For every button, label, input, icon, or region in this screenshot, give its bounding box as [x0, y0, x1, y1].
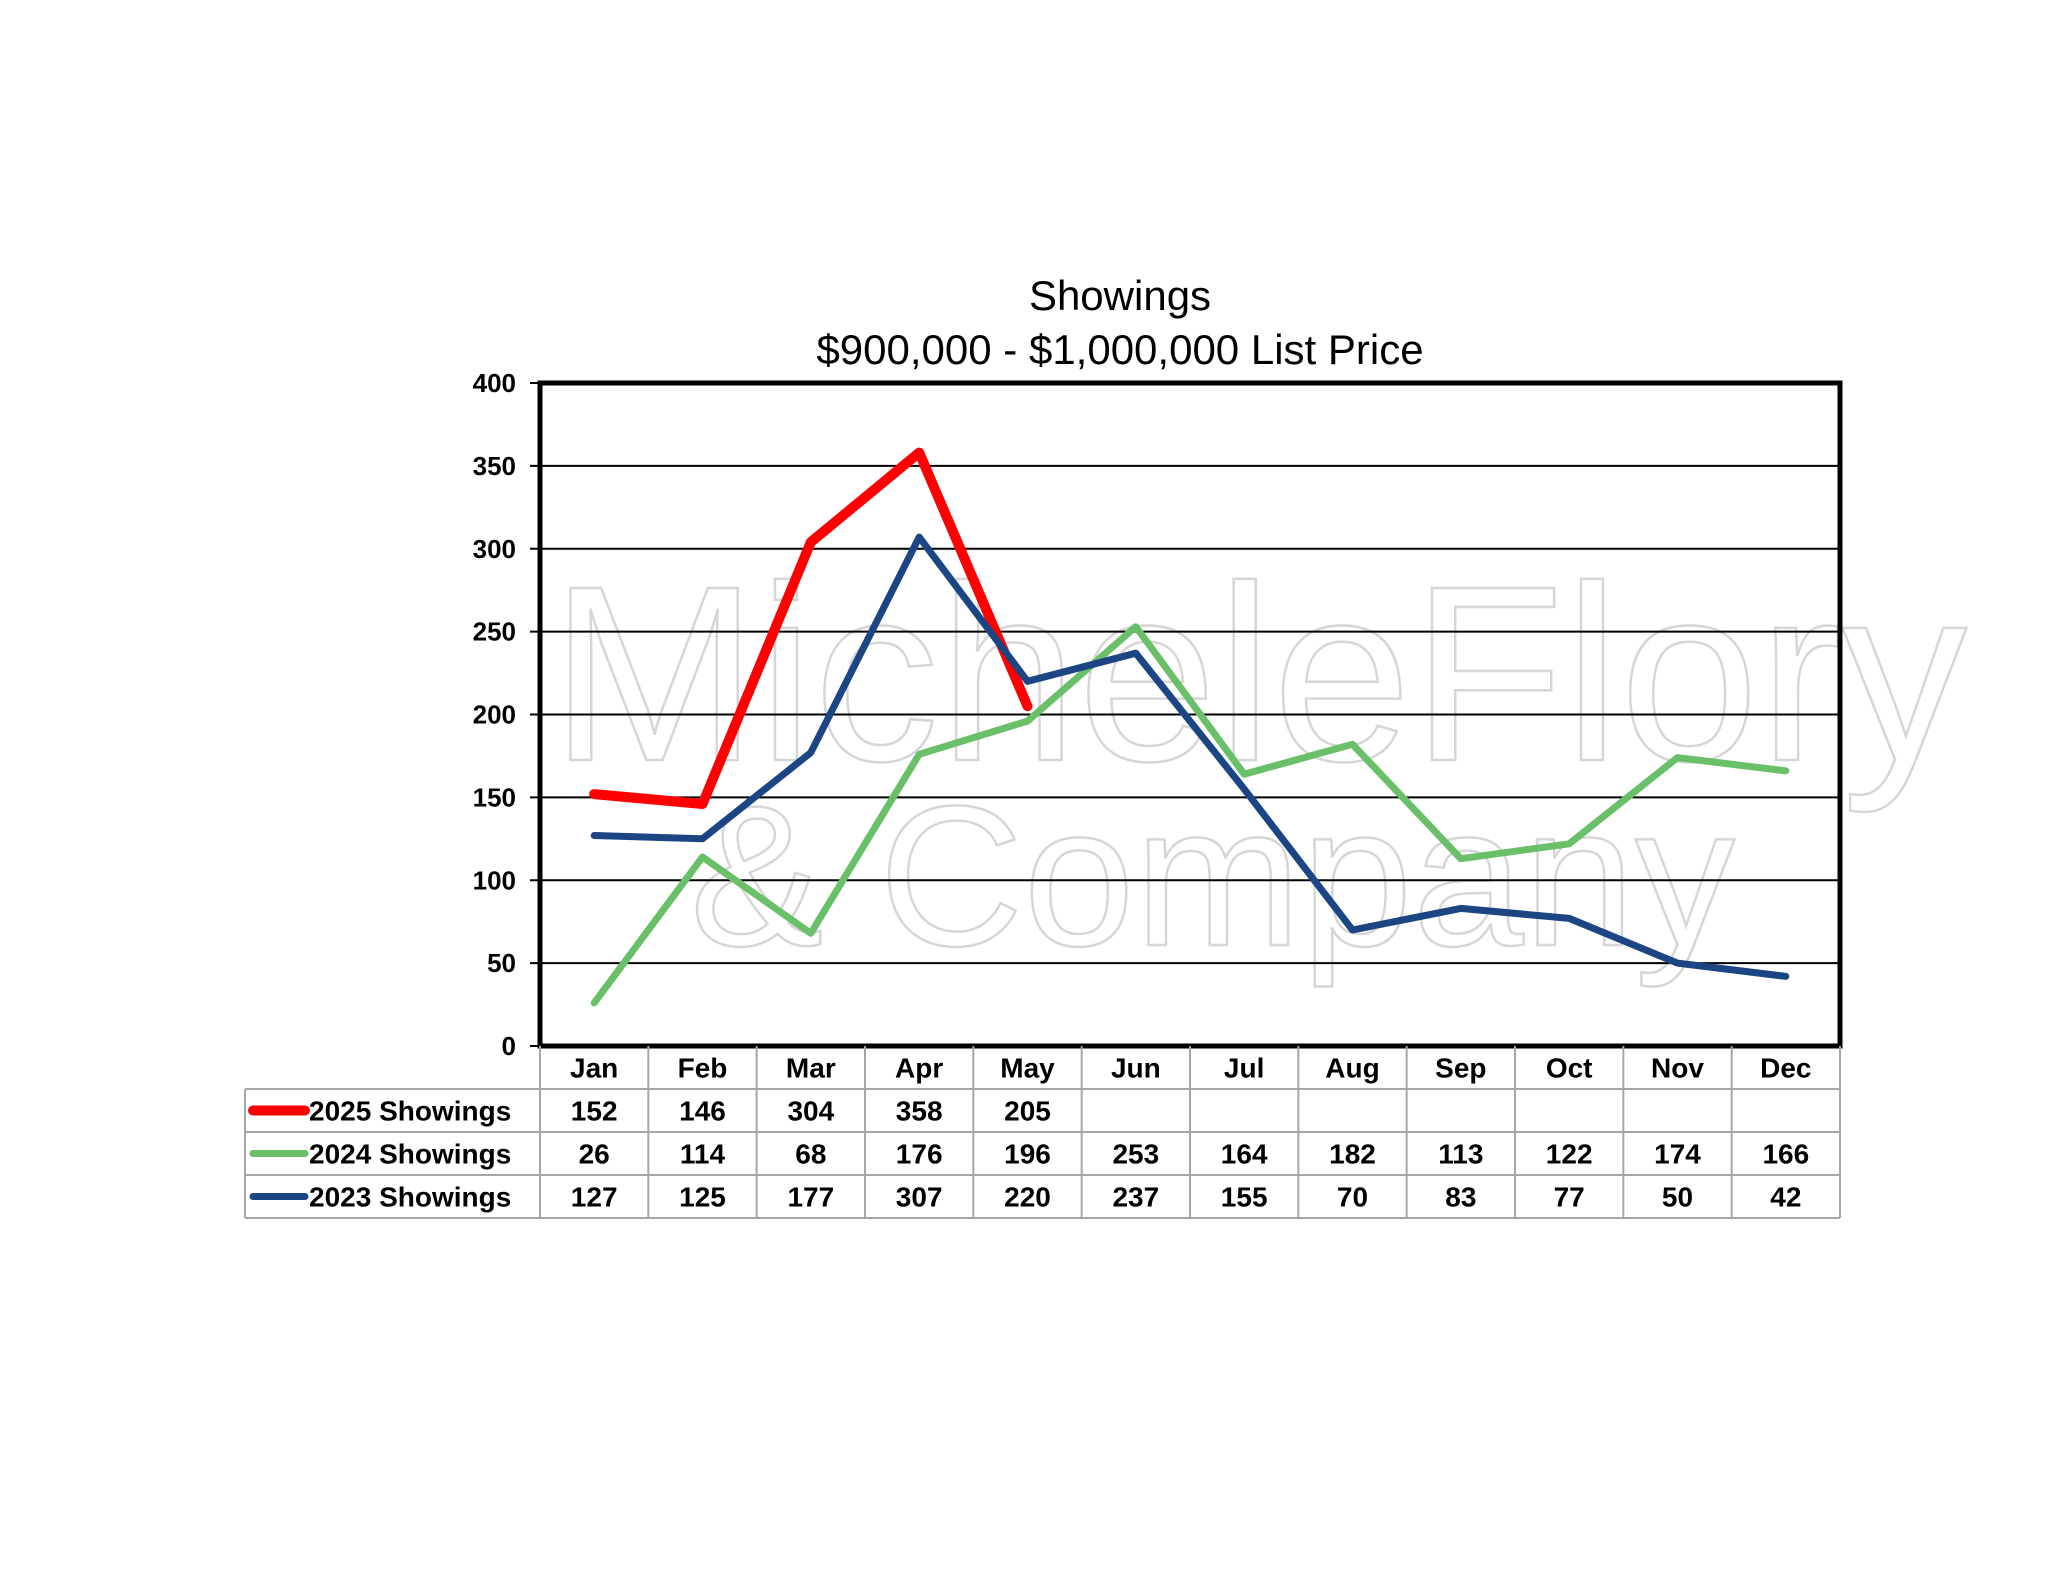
- table-cell-value: 253: [1112, 1139, 1159, 1170]
- x-category-label: Jan: [570, 1053, 618, 1084]
- y-tick-label: 0: [502, 1031, 516, 1061]
- table-cell-value: 176: [896, 1139, 943, 1170]
- y-tick-label: 200: [473, 700, 516, 730]
- x-category-label: Nov: [1651, 1053, 1704, 1084]
- table-cell-value: 237: [1112, 1182, 1159, 1213]
- y-tick-label: 100: [473, 865, 516, 895]
- series-lines: [589, 447, 1790, 1007]
- watermark-line-2: & Company: [690, 765, 1735, 988]
- table-cell-value: 146: [679, 1096, 726, 1127]
- table-cell-value: 50: [1662, 1182, 1693, 1213]
- y-tick-label: 50: [487, 948, 516, 978]
- chart-title: Showings: [1029, 272, 1211, 319]
- chart-subtitle: $900,000 - $1,000,000 List Price: [816, 326, 1423, 373]
- x-category-label: Mar: [786, 1053, 836, 1084]
- x-category-label: Jul: [1224, 1053, 1264, 1084]
- x-category-label: Dec: [1760, 1053, 1811, 1084]
- table-cell-value: 114: [680, 1139, 726, 1170]
- table-cell-value: 42: [1770, 1182, 1801, 1213]
- table-cell-value: 152: [571, 1096, 618, 1127]
- watermark: MicheleFlory & Company: [549, 533, 1969, 990]
- table-cell-value: 26: [579, 1139, 610, 1170]
- x-category-label: Sep: [1435, 1053, 1486, 1084]
- table-cell-value: 220: [1004, 1182, 1051, 1213]
- data-table: Jan Feb Mar Apr May Jun Jul Aug Sep Oct Nov Dec 2025…: [244, 1046, 1841, 1219]
- y-tick-label: 150: [473, 782, 516, 812]
- table-cell-value: 174: [1654, 1139, 1701, 1170]
- table-cell-value: 122: [1546, 1139, 1593, 1170]
- table-cell-value: 68: [795, 1139, 826, 1170]
- x-category-label: Aug: [1325, 1053, 1379, 1084]
- table-cell-value: 182: [1329, 1139, 1376, 1170]
- table-cell-value: 205: [1004, 1096, 1051, 1127]
- series-line-3: [590, 533, 1790, 980]
- table-cell-value: 113: [1438, 1139, 1483, 1170]
- table-cell-value: 127: [571, 1182, 618, 1213]
- legend-label: 2025 Showings: [309, 1096, 511, 1127]
- y-tick-label: 250: [473, 617, 516, 647]
- y-tick-label: 300: [473, 534, 516, 564]
- table-cell-value: 307: [896, 1182, 943, 1213]
- table-cell-value: 155: [1221, 1182, 1268, 1213]
- table-cell-value: 166: [1762, 1139, 1809, 1170]
- y-axis-ticks: 0 50 100 150 200 250 300 350 400: [473, 368, 540, 1061]
- table-cell-value: 304: [787, 1096, 834, 1127]
- x-category-label: Oct: [1546, 1053, 1593, 1084]
- table-cell-value: 358: [896, 1096, 943, 1127]
- legend-label: 2023 Showings: [309, 1182, 511, 1213]
- legend-label: 2024 Showings: [309, 1139, 511, 1170]
- table-cell-value: 196: [1004, 1139, 1051, 1170]
- table-cell-value: 125: [679, 1182, 726, 1213]
- x-category-label: Feb: [678, 1053, 728, 1084]
- y-tick-label: 350: [473, 451, 516, 481]
- table-cell-value: 70: [1337, 1182, 1368, 1213]
- x-category-label: Apr: [895, 1053, 943, 1084]
- x-category-label: Jun: [1111, 1053, 1161, 1084]
- y-tick-label: 400: [473, 368, 516, 398]
- table-cell-value: 77: [1554, 1182, 1585, 1213]
- table-cell-value: 83: [1445, 1182, 1476, 1213]
- series-line-2: [590, 623, 1790, 1007]
- series-line-1: [589, 447, 1033, 809]
- table-cell-value: 164: [1221, 1139, 1268, 1170]
- x-category-label: May: [1000, 1053, 1055, 1084]
- table-cell-value: 177: [787, 1182, 834, 1213]
